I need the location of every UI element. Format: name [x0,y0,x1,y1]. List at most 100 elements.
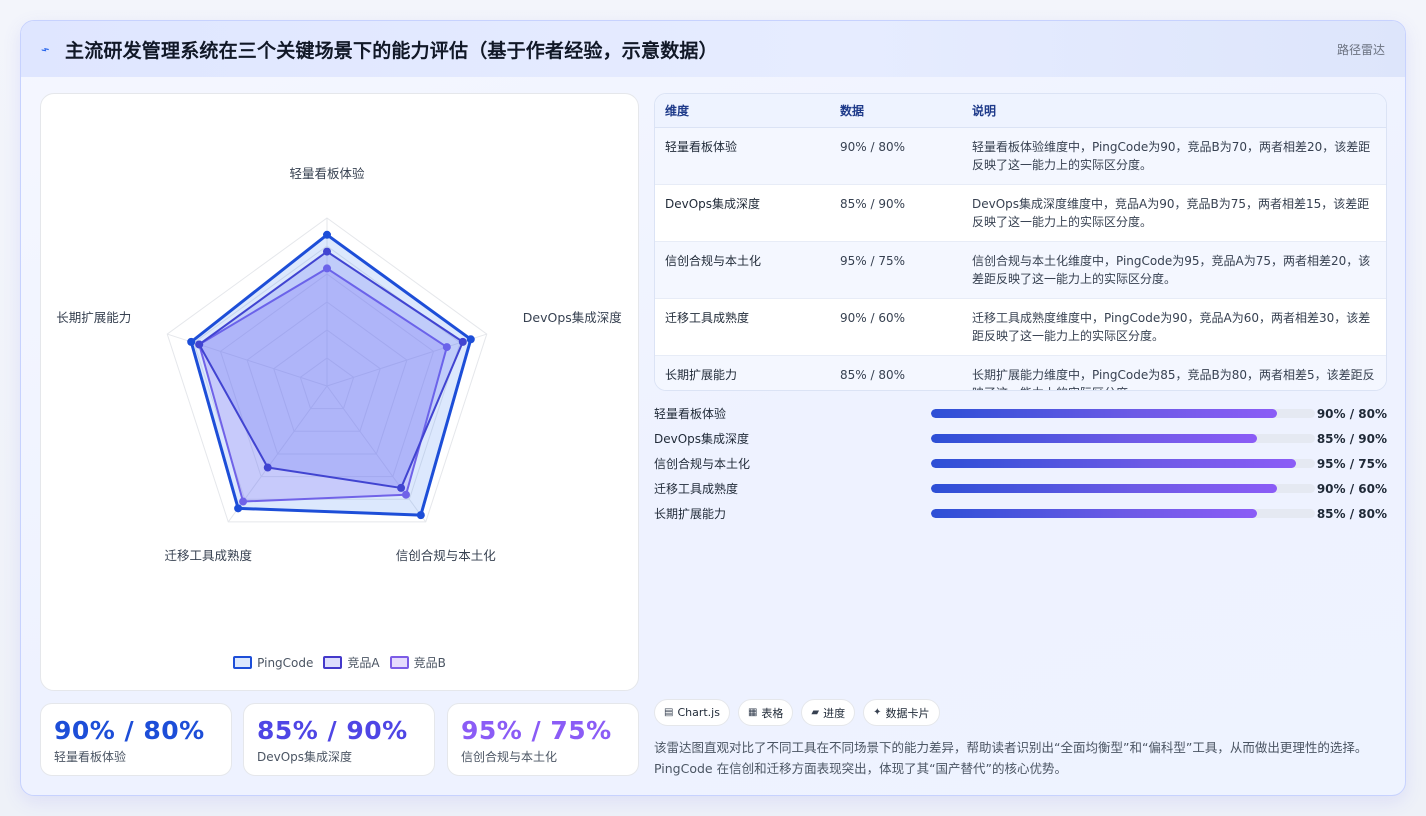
radar-chart-panel: 轻量看板体验 DevOps集成深度 信创合规与本土化 迁移工具成熟度 长期扩展能力 Pi… [40,93,639,691]
chart-icon: ▤ [664,707,674,718]
radar-axis-label: 长期扩展能力 [56,310,131,325]
progress-value: 95% / 75% [1316,456,1387,471]
progress-label: 长期扩展能力 [654,507,727,521]
legend-item-competitor-a[interactable]: 竞品A [323,654,380,671]
radar-data-point [416,511,425,520]
table-icon: ▦ [747,707,758,718]
radar-axis-label: DevOps集成深度 [523,310,622,325]
chip-progress[interactable]: ▰ 进度 [801,699,856,726]
radar-data-point [323,247,331,256]
radar-grid-ring [193,245,461,500]
cell-data: 85% / 90% [830,184,962,242]
radar-series-area [198,267,448,503]
radar-series-area [189,233,473,517]
radar-data-point [466,335,475,344]
radar-data-point [442,343,451,352]
chip-label: 数据卡片 [885,706,930,720]
radar-axis-label: 轻量看板体验 [289,166,365,181]
progress-value: 85% / 90% [1316,431,1387,446]
cell-description: DevOps集成深度维度中，竞品A为90，竞品B为75，两者相差15，该差距反映… [962,184,1386,242]
progress-value: 85% / 80% [1316,506,1387,521]
cell-dimension: 长期扩展能力 [665,367,738,382]
progress-value: 90% / 60% [1316,481,1387,496]
cell-dimension: DevOps集成深度 [655,184,830,242]
radar-axis-line [326,385,427,523]
radar-data-point [187,337,196,346]
progress-fill [931,509,1258,518]
legend-swatch [233,656,253,669]
summary-text: 该雷达图直观对比了不同工具在不同场景下的能力差异，帮助读者识别出“全面均衡型”和… [654,740,1368,776]
chip-table[interactable]: ▦ 表格 [737,699,794,726]
chart-type-tag: 路径雷达 [1336,42,1385,57]
chip-label: Chart.js [677,706,720,719]
radar-data-point [195,340,204,349]
stat-card-3: 95% / 75% 信创合规与本土化 [447,703,639,776]
chip-chartjs[interactable]: ▤ Chart.js [654,699,730,726]
stat-card-1: 90% / 80% 轻量看板体验 [40,703,232,776]
table-row: 信创合规与本土化 95% / 75% 信创合规与本土化维度中，PingCode为… [655,241,1386,299]
progress-row: 信创合规与本土化 95% / 75% [654,451,1387,476]
legend-swatch [389,656,409,669]
cell-description: 信创合规与本土化维度中，PingCode为95，竞品A为75，两者相差20，该差… [962,241,1386,299]
radar-data-point [458,337,467,346]
tool-chips: ▤ Chart.js ▦ 表格 ▰ 进度 ✦ 数据卡片 [654,699,940,726]
chip-data-card[interactable]: ✦ 数据卡片 [863,699,940,726]
progress-row: 长期扩展能力 85% / 80% [654,501,1387,526]
table-row: 长期扩展能力 85% / 80% 长期扩展能力维度中，PingCode为85，竞… [655,355,1386,391]
stat-label: DevOps集成深度 [257,750,353,764]
cell-description: 轻量看板体验维度中，PingCode为90，竞品B为70，两者相差20，该差距反… [962,127,1386,185]
radar-grid-ring [246,301,408,455]
progress-icon: ▰ [811,707,820,718]
radar-data-point [239,497,248,506]
sparkle-icon: ✦ [873,707,882,718]
stat-value: 85% / 90% [257,716,408,745]
radar-data-point [323,264,331,273]
table-row: DevOps集成深度 85% / 90% DevOps集成深度维度中，竞品A为9… [655,184,1386,242]
radar-data-point [401,490,410,499]
stat-card-2: 85% / 90% DevOps集成深度 [243,703,435,776]
progress-track [931,484,1315,493]
radar-data-point [323,230,331,239]
stat-label: 信创合规与本土化 [461,750,558,764]
main-card: ⌁ 主流研发管理系统在三个关键场景下的能力评估（基于作者经验，示意数据） 路径雷… [20,20,1406,796]
progress-label: 信创合规与本土化 [654,457,751,471]
radar-data-point [397,483,406,492]
progress-track [931,459,1315,468]
legend-item-pingcode[interactable]: PingCode [233,654,313,671]
progress-value: 90% / 80% [1316,406,1387,421]
radar-grid-ring [299,357,355,410]
column-header: 数据 [830,94,962,128]
chip-label: 进度 [823,706,846,720]
radar-grid-ring [166,217,488,523]
table-row: 轻量看板体验 90% / 80% 轻量看板体验维度中，PingCode为90，竞… [655,127,1386,185]
progress-row: 迁移工具成熟度 90% / 60% [654,476,1387,501]
progress-track [931,434,1315,443]
legend-label: 竞品A [347,656,380,670]
legend-swatch [323,656,343,669]
cell-data: 90% / 80% [830,127,962,185]
cell-dimension: 信创合规与本土化 [655,241,830,299]
progress-row: DevOps集成深度 85% / 90% [654,426,1387,451]
progress-label: 迁移工具成熟度 [654,482,739,496]
table-header-row: 维度 数据 说明 [655,94,1386,128]
cell-description: 迁移工具成熟度维度中，PingCode为90，竞品A为60，两者相差30，该差距… [962,298,1386,356]
cell-description: 长期扩展能力维度中，PingCode为85，竞品B为80，两者相差5，该差距反映… [972,367,1375,391]
progress-fill [931,484,1277,493]
progress-label: DevOps集成深度 [654,432,750,446]
radar-grid-ring [273,329,381,432]
chip-label: 表格 [761,706,784,720]
cell-data: 85% / 80% [840,367,906,382]
progress-track [931,409,1315,418]
column-header: 维度 [655,94,830,128]
radar-axis-label: 信创合规与本土化 [396,548,497,563]
legend-label: 竞品B [413,656,446,670]
radar-series-area [198,250,464,489]
progress-label: 轻量看板体验 [654,407,727,421]
legend-item-competitor-b[interactable]: 竞品B [389,654,446,671]
radar-data-point [234,504,243,513]
cell-data: 90% / 60% [830,298,962,356]
progress-row: 轻量看板体验 90% / 80% [654,401,1387,426]
progress-track [931,509,1315,518]
radar-data-point [263,463,272,472]
